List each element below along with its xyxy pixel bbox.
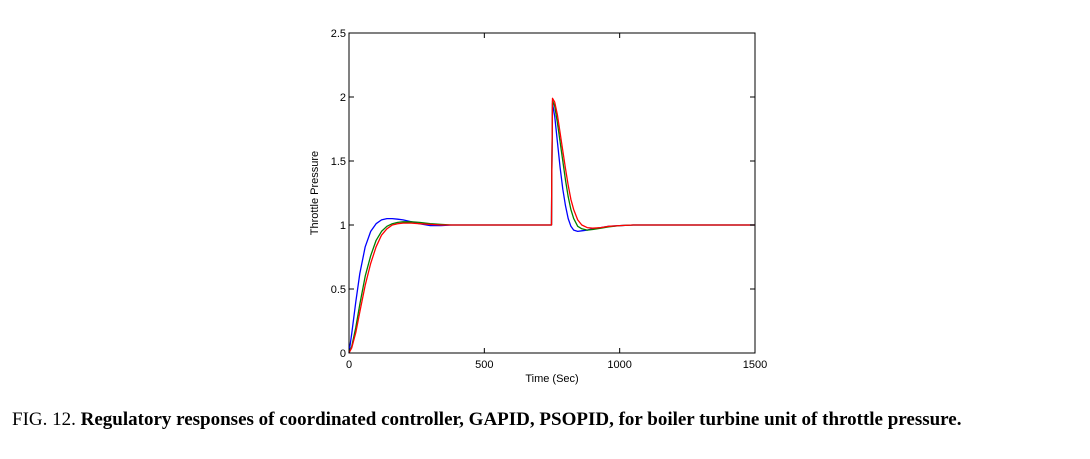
y-tick-label: 1.5: [331, 156, 346, 168]
throttle-pressure-chart: 0 500 1000 1500 0 0.5 1 1.5 2 2.5 Time (Sec) Thro…: [309, 28, 768, 385]
y-tick-label: 0: [340, 348, 346, 360]
y-tick-label: 2.5: [331, 28, 346, 40]
figure-caption: FIG. 12. Regulatory responses of coordin…: [12, 409, 1088, 431]
caption-text: Regulatory responses of coordinated cont…: [80, 409, 962, 430]
y-tick-label: 1: [340, 220, 346, 232]
x-tick-label: 500: [475, 359, 493, 371]
y-tick-label: 2: [340, 92, 346, 104]
y-tick-label: 0.5: [331, 284, 346, 296]
x-tick-label: 1000: [607, 359, 631, 371]
x-axis-label: Time (Sec): [525, 373, 578, 385]
series-layer: [348, 97, 755, 354]
tick-layer: 0 500 1000 1500 0 0.5 1 1.5 2 2.5: [331, 28, 768, 371]
x-tick-label: 1500: [743, 359, 767, 371]
x-tick-label: 0: [346, 359, 352, 371]
y-axis-label: Throttle Pressure: [309, 151, 321, 235]
series-line-3: [348, 97, 755, 354]
caption-prefix: FIG. 12.: [12, 409, 81, 430]
